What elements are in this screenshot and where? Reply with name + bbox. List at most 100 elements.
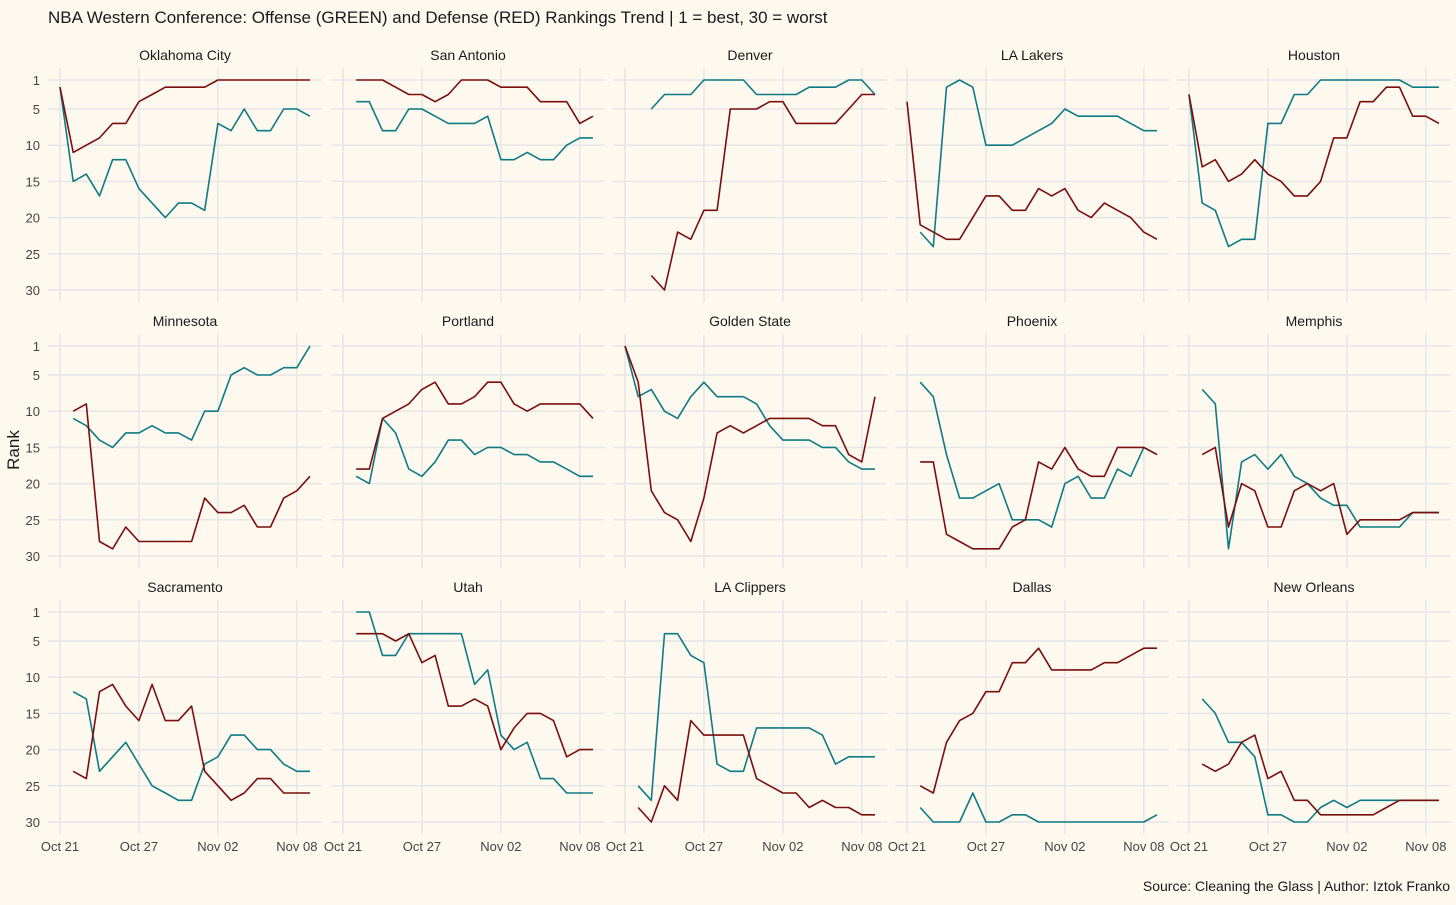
y-tick-label: 30 [26,283,40,298]
y-tick-label: 1 [33,73,40,88]
panel-memphis: Memphis [1177,313,1451,568]
x-tick-label: Oct 21 [1170,839,1208,854]
offense-line [59,87,311,219]
x-tick-label: Oct 21 [606,839,644,854]
offense-line [72,690,310,802]
y-tick-label: 5 [33,368,40,383]
panel-background [1177,334,1451,568]
defense-line [356,632,593,758]
x-tick-label: Oct 27 [120,839,158,854]
panel-title: Houston [1288,47,1340,63]
offense-line [637,632,875,802]
panel-background [1177,68,1451,302]
panel-dallas: Dallas Oct 21 Oct 27 Nov 02 Nov 08 [888,579,1169,854]
x-tick-label: Oct 21 [324,839,362,854]
chart-caption: Source: Cleaning the Glass | Author: Izt… [1142,878,1450,894]
offense-line [919,792,1158,823]
panel-background [613,600,887,834]
defense-line [1201,446,1439,536]
panel-new-orleans: New Orleans Oct 21 Oct 27 Nov 02 Nov 08 [1170,579,1451,854]
x-tick-label: Oct 27 [685,839,723,854]
defense-line [356,381,594,470]
defense-line [637,719,875,823]
defense-line [919,647,1157,794]
panel-title: Phoenix [1007,313,1058,329]
panel-la-lakers: LA Lakers [895,47,1169,302]
panel-title: Dallas [1013,579,1052,595]
y-tick-label: 15 [26,706,40,721]
panel-houston: Houston [1177,47,1451,302]
panel-background [895,600,1169,834]
panel-utah: Utah Oct 21 Oct 27 Nov 02 Nov 08 [324,579,605,854]
y-tick-label: 10 [26,404,40,419]
x-tick-label: Oct 21 [41,839,79,854]
x-tick-label: Nov 02 [1044,839,1085,854]
panel-golden-state: Golden State [613,313,887,568]
chart-title: NBA Western Conference: Offense (GREEN) … [48,8,828,27]
panel-background [48,68,322,302]
panel-title: Denver [727,47,772,63]
panel-title: Portland [442,313,494,329]
offense-line [355,417,593,485]
offense-line [919,381,1158,528]
x-tick-label: Nov 02 [1326,839,1367,854]
offense-line [72,345,311,449]
panel-background [1177,600,1451,834]
defense-line [1188,86,1440,197]
y-tick-label: 25 [26,513,40,528]
panel-title: Utah [453,579,483,595]
x-tick-label: Nov 08 [841,839,882,854]
x-tick-label: Nov 08 [559,839,600,854]
panel-title: Oklahoma City [139,47,231,63]
y-tick-label: 1 [33,339,40,354]
offense-line [1188,79,1439,248]
x-tick-label: Nov 08 [1405,839,1446,854]
y-tick-label: 10 [26,138,40,153]
x-tick-label: Oct 27 [1249,839,1287,854]
panel-background [48,334,322,568]
panel-title: LA Lakers [1001,47,1063,63]
defense-line [650,93,875,291]
defense-line [906,101,1158,241]
x-tick-label: Nov 08 [276,839,317,854]
panel-background [895,334,1169,568]
y-tick-label: 15 [26,174,40,189]
panel-title: Golden State [709,313,791,329]
offense-line [356,100,593,161]
offense-line [919,79,1157,248]
y-tick-label: 15 [26,440,40,455]
panel-background [48,600,322,834]
x-tick-label: Nov 02 [197,839,238,854]
defense-line [356,79,594,125]
x-tick-label: Oct 27 [403,839,441,854]
y-tick-label: 1 [33,605,40,620]
panel-background [613,334,887,568]
offense-line [356,611,593,794]
x-tick-label: Nov 02 [762,839,803,854]
y-tick-label: 10 [26,670,40,685]
panel-background [331,68,605,302]
panel-title: New Orleans [1274,579,1355,595]
offense-line [1201,388,1439,550]
panel-title: Memphis [1286,313,1343,329]
y-axis-label: Rank [3,430,23,470]
offense-line [650,79,876,110]
y-tick-label: 20 [26,477,40,492]
y-tick-label: 30 [26,815,40,830]
panel-san-antonio: San Antonio [331,47,605,302]
defense-line [920,446,1158,550]
panel-title: Sacramento [147,579,223,595]
x-tick-label: Oct 21 [888,839,926,854]
defense-line [59,79,310,154]
defense-line [72,683,310,802]
panel-portland: Portland [331,313,605,568]
y-tick-label: 20 [26,211,40,226]
defense-line [72,403,311,550]
y-tick-label: 30 [26,549,40,564]
panel-title: San Antonio [430,47,506,63]
panel-background [331,600,605,834]
panel-la-clippers: LA Clippers Oct 21 Oct 27 Nov 02 Nov 08 [606,579,887,854]
